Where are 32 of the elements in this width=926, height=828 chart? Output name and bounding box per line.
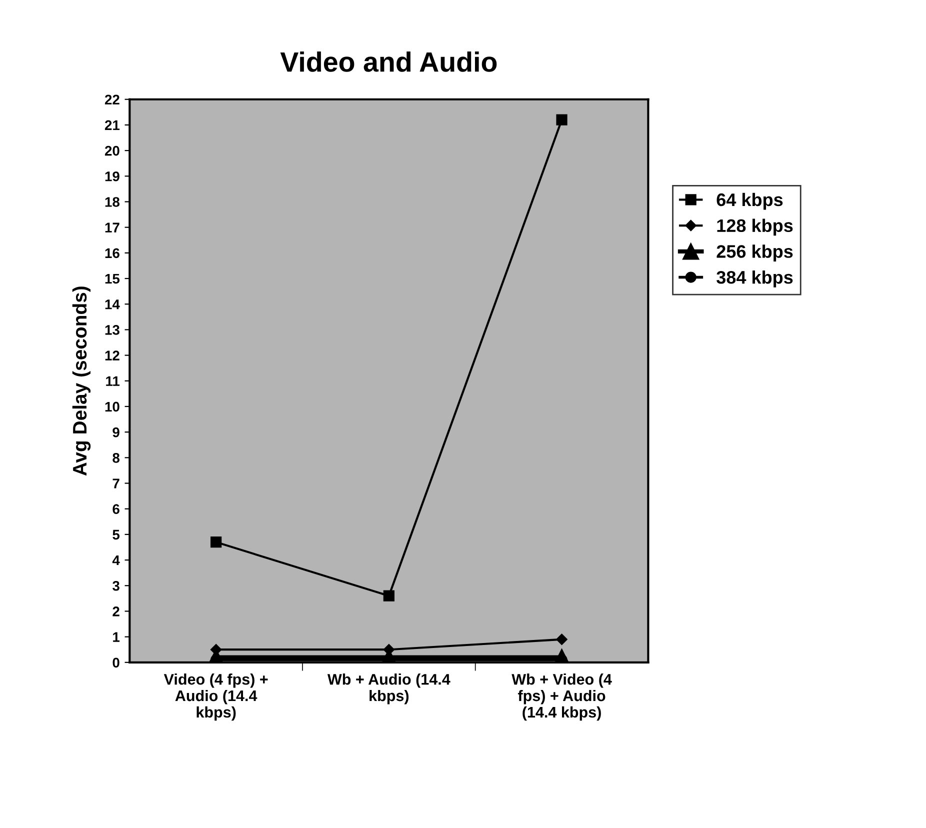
y-tick-label: 20	[104, 146, 120, 156]
y-tick-label: 18	[105, 197, 120, 207]
y-tick-label: 2	[112, 606, 120, 616]
y-tick-label: 6	[112, 504, 120, 514]
y-tick-label: 16	[105, 248, 120, 258]
legend-label: 256 kbps	[716, 244, 793, 262]
legend-label: 64 kbps	[716, 192, 783, 210]
y-tick-label: 12	[105, 350, 120, 360]
y-tick-label: 5	[112, 530, 120, 540]
y-tick-label: 9	[112, 427, 120, 438]
y-tick-label: 11	[106, 376, 120, 386]
y-tick-label: 10	[105, 402, 120, 412]
y-tick-label: 15	[105, 274, 120, 284]
y-tick-label: 13	[105, 325, 120, 335]
y-tick-label: 22	[104, 94, 120, 104]
x-tick-label: Video (4 fps) + Audio (14.4 kbps)	[164, 674, 268, 721]
y-tick-label: 4	[112, 556, 120, 566]
x-tick-label: Wb + Audio (14.4 kbps)	[327, 674, 450, 704]
chart-title: Video and Audio	[280, 51, 497, 72]
y-tick-label: 1	[113, 632, 120, 642]
y-tick-label: 3	[112, 580, 120, 591]
y-tick-label: 7	[112, 478, 120, 488]
y-tick-label: 17	[105, 222, 120, 232]
y-tick-label: 0	[112, 658, 120, 668]
legend-label: 128 kbps	[717, 218, 793, 236]
y-tick-label: 14	[105, 300, 120, 310]
y-tick-label: 19	[105, 171, 120, 182]
x-tick-label: Wb + Video (4 fps) + Audio (14.4 kbps)	[512, 674, 612, 721]
y-tick-label: 8	[112, 452, 120, 463]
y-tick-label: 21	[104, 120, 120, 130]
y-axis-title: Avg Delay (seconds)	[72, 286, 91, 476]
legend-label: 384 kbps	[716, 270, 793, 288]
